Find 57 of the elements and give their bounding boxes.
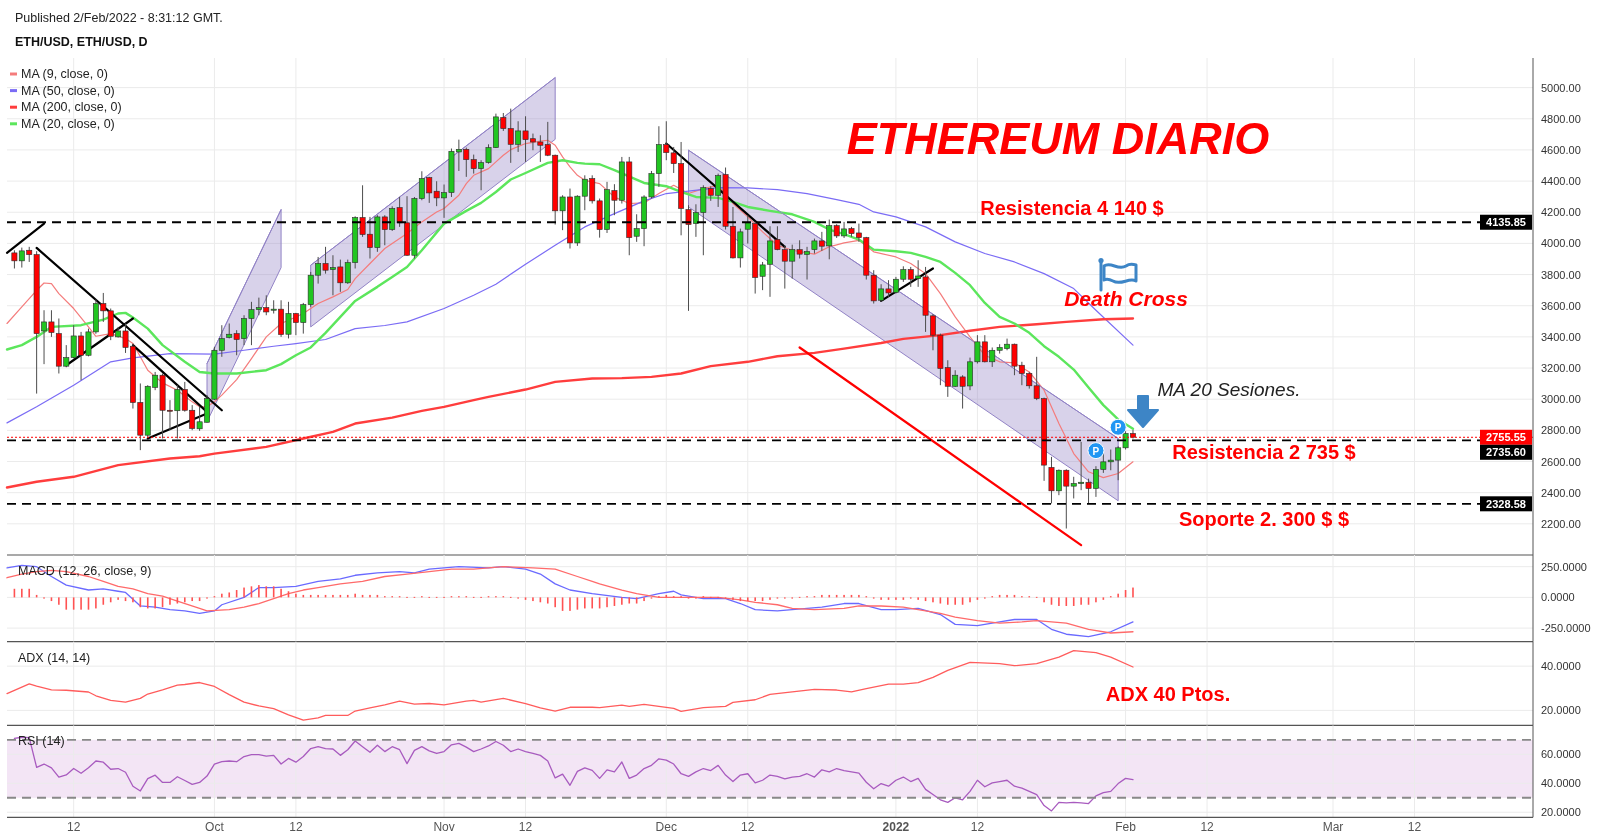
- y-tick-label: 40.0000: [1541, 660, 1581, 673]
- text: RSI (14): [18, 734, 65, 749]
- y-tick-label: 3000.00: [1541, 393, 1581, 406]
- annotation: P: [1114, 422, 1122, 434]
- y-tick-label: 3600.00: [1541, 299, 1581, 312]
- annotation: Soporte 2. 300 $ $: [1178, 508, 1350, 530]
- y-tick-label: 5000.00: [1541, 81, 1581, 94]
- annotation: ADX 40 Ptos.: [1105, 683, 1231, 705]
- x-tick-label: Dec: [655, 820, 677, 835]
- y-tick-label: -250.0000: [1541, 622, 1591, 635]
- y-tick-label: 60.0000: [1541, 748, 1581, 761]
- x-tick-label: 12: [1407, 820, 1422, 835]
- text: ADX (14, 14): [18, 650, 91, 665]
- y-tick-label: 20.0000: [1541, 806, 1581, 819]
- y-tick-label: 4800.00: [1541, 112, 1581, 125]
- y-tick-label: 0.0000: [1541, 591, 1575, 604]
- text: Published 2/Feb/2022 - 8:31:12 GMT.: [15, 11, 223, 25]
- x-tick-label: Oct: [205, 820, 225, 835]
- text: ETHEREUM DIARIO: [846, 112, 1270, 164]
- y-tick-label: 3800.00: [1541, 268, 1581, 281]
- x-tick-label: 12: [518, 820, 533, 835]
- chart-subtitle: ETH/USD, ETH/USD, D: [15, 35, 148, 49]
- y-tick-label: 2600.00: [1541, 455, 1581, 468]
- x-tick-label: 12: [289, 820, 303, 835]
- annotation: P: [1092, 445, 1100, 457]
- x-tick-label: Feb: [1115, 820, 1137, 835]
- y-tick-label: 4000.00: [1541, 237, 1581, 250]
- x-tick-label: Nov: [433, 820, 455, 835]
- y-tick-label: 4400.00: [1541, 175, 1581, 188]
- y-tick-label: 3200.00: [1541, 362, 1581, 375]
- y-tick-label: 2200.00: [1541, 517, 1581, 530]
- legend-label: MA (200, close, 0): [21, 100, 122, 115]
- legend-label: MA (50, close, 0): [21, 83, 115, 98]
- x-tick-label: 12: [1200, 820, 1215, 835]
- x-tick-label: 12: [970, 820, 985, 835]
- x-tick-label: 2022: [882, 820, 910, 835]
- x-tick-label: 12: [66, 820, 81, 835]
- ref-line-label: 2735.60: [1486, 446, 1526, 459]
- y-tick-label: 2400.00: [1541, 486, 1581, 499]
- y-tick-label: 250.0000: [1541, 560, 1587, 573]
- x-tick-label: 12: [741, 820, 755, 835]
- y-tick-label: 2800.00: [1541, 424, 1581, 437]
- y-tick-label: 3400.00: [1541, 330, 1581, 343]
- y-tick-label: 4600.00: [1541, 143, 1581, 156]
- legend-label: MA (9, close, 0): [21, 67, 108, 81]
- ref-line-label: 4135.85: [1486, 216, 1526, 229]
- annotation: Death Cross: [1064, 286, 1188, 310]
- annotation: MA 20 Sesiones.: [1157, 378, 1301, 400]
- legend-label: MA (20, close, 0): [21, 116, 115, 131]
- ref-line-label: 2755.55: [1486, 431, 1526, 444]
- annotation: Resistencia 4 140 $: [980, 196, 1164, 219]
- x-tick-label: Mar: [1322, 820, 1344, 835]
- y-tick-label: 40.0000: [1541, 777, 1581, 790]
- ref-line-label: 2328.58: [1486, 497, 1526, 510]
- annotation: Resistencia 2 735 $: [1172, 440, 1356, 463]
- y-tick-label: 20.0000: [1541, 704, 1581, 717]
- y-tick-label: 4200.00: [1541, 206, 1581, 219]
